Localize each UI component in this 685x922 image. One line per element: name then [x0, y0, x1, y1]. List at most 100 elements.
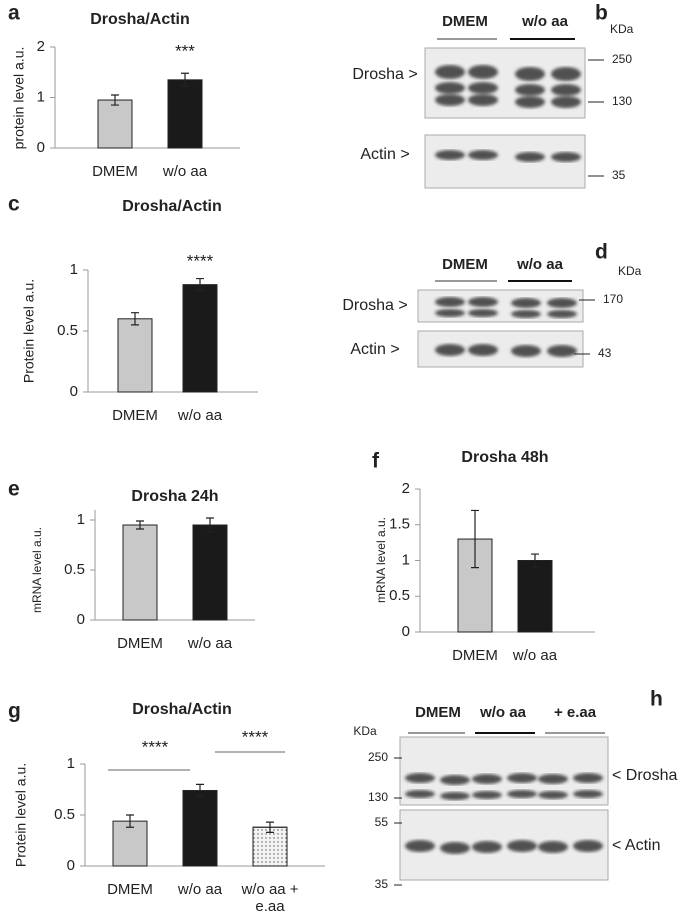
- blot-band: [538, 791, 568, 799]
- blot-band: [468, 94, 498, 106]
- x-tick-label: DMEM: [117, 635, 163, 652]
- bar: [517, 560, 553, 633]
- error-bar: [111, 94, 119, 106]
- blot-band: [440, 792, 470, 800]
- panel-letter: d: [595, 241, 608, 264]
- bar: [182, 790, 218, 867]
- y-tick-label: 0: [70, 383, 78, 400]
- marker-label: 43: [598, 346, 612, 360]
- error-bar: [136, 520, 144, 530]
- blot-band: [435, 65, 465, 79]
- group-label: w/o aa: [516, 256, 564, 273]
- marker-label: 130: [612, 94, 632, 108]
- blot-band: [468, 150, 498, 160]
- marker-label: 130: [368, 790, 388, 804]
- blot-band: [440, 842, 470, 854]
- significance: ****: [142, 737, 169, 756]
- error-bar: [196, 783, 204, 798]
- y-tick-label: 0: [37, 139, 45, 156]
- blot-band: [547, 345, 577, 357]
- y-tick-label: 1.5: [389, 516, 410, 533]
- y-tick-label: 0: [67, 857, 75, 874]
- bar: [182, 284, 218, 393]
- y-axis-label: mRNA level a.u.: [30, 527, 44, 613]
- y-axis-label: mRNA level a.u.: [374, 517, 388, 603]
- unit-label: KDa: [353, 724, 377, 738]
- y-tick-label: 1: [37, 88, 45, 105]
- blot-band: [511, 298, 541, 308]
- chart-title: Drosha/Actin: [122, 198, 222, 215]
- error-bar: [181, 72, 189, 87]
- group-label: w/o aa: [521, 13, 569, 30]
- marker-label: 170: [603, 292, 623, 306]
- blot-band: [472, 774, 502, 784]
- panel-letter: h: [650, 688, 663, 711]
- blot-band: [511, 345, 541, 357]
- y-tick-label: 0: [77, 611, 85, 628]
- blot-band: [468, 65, 498, 79]
- significance: ***: [175, 41, 195, 60]
- y-tick-label: 1: [77, 511, 85, 528]
- bar: [167, 79, 203, 149]
- blot-band: [551, 84, 581, 96]
- error-bar: [531, 553, 539, 568]
- x-tick-label: DMEM: [107, 881, 153, 898]
- x-tick-label: w/o aa: [512, 647, 558, 664]
- chart-title: Drosha/Actin: [132, 701, 232, 718]
- panel-letter: f: [372, 450, 380, 473]
- blot-band: [515, 96, 545, 108]
- blot-band: [472, 791, 502, 799]
- marker-label: 35: [375, 877, 389, 891]
- blot-band: [507, 773, 537, 783]
- error-bar: [196, 277, 204, 292]
- panel-letter: g: [8, 700, 21, 723]
- marker-label: 250: [368, 750, 388, 764]
- panel-letter: a: [8, 2, 20, 25]
- blot-band: [507, 790, 537, 798]
- unit-label: KDa: [610, 22, 634, 36]
- chart-title: Drosha/Actin: [90, 11, 190, 28]
- y-tick-label: 1: [70, 261, 78, 278]
- error-bar: [471, 509, 479, 569]
- x-tick-label: DMEM: [92, 163, 138, 180]
- blot-band: [405, 773, 435, 783]
- panel-letter: e: [8, 478, 20, 501]
- blot-band: [468, 309, 498, 317]
- band-label: Drosha >: [342, 297, 407, 314]
- blot-band: [547, 298, 577, 308]
- blot-band: [515, 67, 545, 81]
- y-tick-label: 0: [402, 623, 410, 640]
- y-tick-label: 0.5: [64, 561, 85, 578]
- blot-band: [551, 67, 581, 81]
- panel-letter: c: [8, 193, 20, 216]
- error-bar: [131, 312, 139, 326]
- chart-title: Drosha 24h: [131, 488, 218, 505]
- bar: [117, 318, 153, 393]
- blot-band: [547, 310, 577, 318]
- y-tick-label: 2: [402, 480, 410, 497]
- blot-band: [435, 297, 465, 307]
- y-tick-label: 2: [37, 38, 45, 55]
- marker-label: 55: [375, 815, 389, 829]
- unit-label: KDa: [618, 264, 642, 278]
- significance: ****: [187, 251, 214, 270]
- blot-band: [435, 344, 465, 356]
- blot-band: [435, 94, 465, 106]
- y-axis-label: Protein level a.u.: [21, 279, 37, 383]
- blot-band: [507, 840, 537, 852]
- blot-band: [573, 840, 603, 852]
- group-label: DMEM: [442, 13, 488, 30]
- blot-band: [435, 82, 465, 94]
- marker-label: 250: [612, 52, 632, 66]
- chart-title: Drosha 48h: [461, 449, 548, 466]
- blot-band: [468, 82, 498, 94]
- y-tick-label: 0.5: [54, 806, 75, 823]
- significance: ****: [242, 727, 269, 746]
- blot-band: [468, 344, 498, 356]
- y-axis-label: protein level a.u.: [11, 47, 27, 150]
- panel-letter: b: [595, 2, 608, 25]
- x-tick-label: w/o aa: [162, 163, 208, 180]
- blot-frame: [424, 134, 586, 189]
- blot-band: [573, 790, 603, 798]
